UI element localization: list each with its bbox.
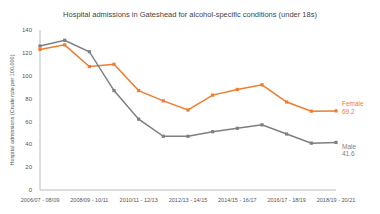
svg-text:40: 40 (25, 141, 32, 147)
svg-text:140: 140 (22, 27, 33, 33)
svg-text:2016/17 - 18/19: 2016/17 - 18/19 (267, 197, 306, 203)
svg-text:80: 80 (25, 96, 32, 102)
svg-text:Hospital admissions (Crude rat: Hospital admissions (Crude rate per 100,… (9, 54, 15, 165)
svg-text:41.6: 41.6 (342, 150, 355, 157)
svg-text:2010/11 - 12/13: 2010/11 - 12/13 (120, 197, 158, 203)
svg-text:2006/07 - 08/09: 2006/07 - 08/09 (21, 197, 60, 203)
svg-text:100: 100 (22, 73, 33, 79)
svg-text:Female: Female (342, 100, 364, 107)
svg-text:Male: Male (342, 143, 356, 150)
svg-text:2018/19 - 20/21: 2018/19 - 20/21 (317, 197, 356, 203)
svg-text:120: 120 (22, 50, 33, 56)
html-text:Hospital admissions in Gateshe: Hospital admissions in Gateshead for alc… (63, 10, 317, 19)
svg-text:20: 20 (25, 164, 32, 170)
svg-text:2014/15 - 16/17: 2014/15 - 16/17 (218, 197, 257, 203)
svg-text:69.2: 69.2 (342, 108, 355, 115)
svg-text:2008/09 - 10/11: 2008/09 - 10/11 (70, 197, 108, 203)
svg-text:60: 60 (25, 119, 32, 125)
svg-text:2012/13 - 14/15: 2012/13 - 14/15 (169, 197, 208, 203)
svg-text:0: 0 (29, 187, 33, 193)
